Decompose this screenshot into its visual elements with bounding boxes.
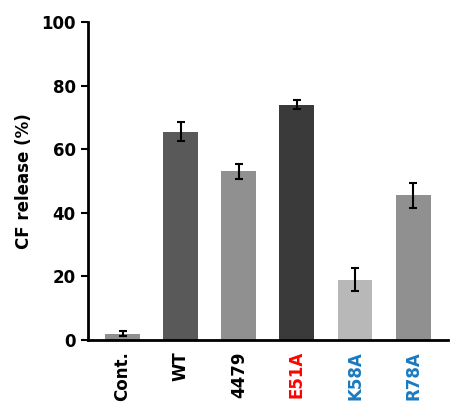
Y-axis label: CF release (%): CF release (%) [15, 113, 33, 249]
Bar [338, 280, 372, 340]
Bar [221, 171, 256, 340]
Bar [163, 132, 198, 340]
Bar [105, 334, 140, 340]
Bar [396, 196, 431, 340]
Bar [280, 105, 314, 340]
